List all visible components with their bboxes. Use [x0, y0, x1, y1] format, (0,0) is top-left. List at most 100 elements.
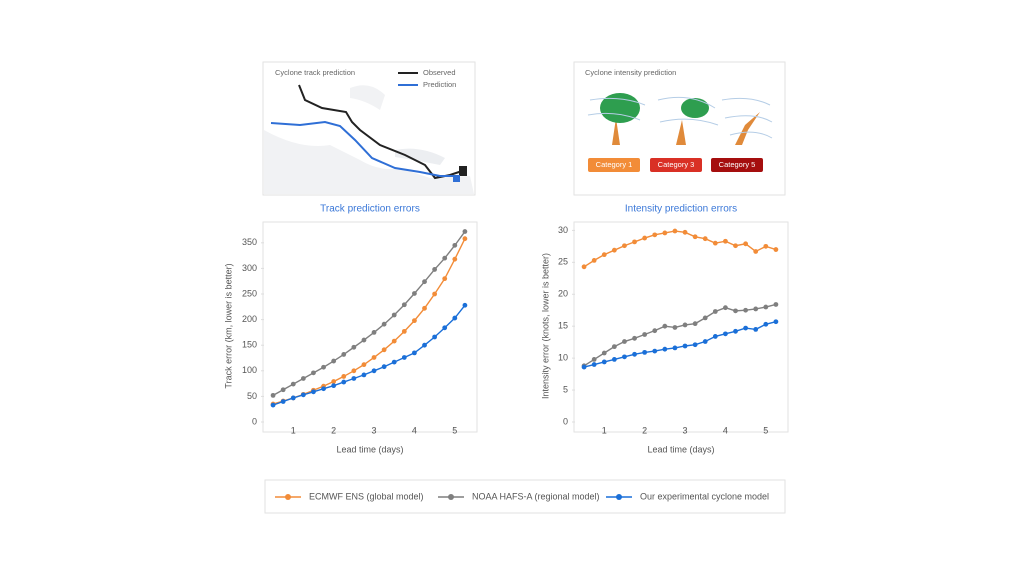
point: [682, 229, 688, 235]
point: [331, 383, 337, 389]
x-tick-label: 4: [723, 425, 728, 435]
point: [611, 357, 617, 362]
point: [381, 364, 387, 370]
category-badge: [711, 158, 763, 172]
point: [361, 372, 367, 378]
point: [773, 302, 779, 307]
point: [300, 376, 306, 381]
y-tick-label: 100: [242, 365, 257, 375]
y-axis-label: Intensity error (knots, lower is better): [540, 253, 550, 399]
point: [462, 302, 468, 308]
point: [672, 325, 678, 330]
point: [682, 322, 688, 328]
point: [432, 334, 438, 340]
point: [672, 228, 678, 234]
point: [672, 345, 678, 351]
point: [773, 319, 779, 325]
point: [733, 308, 738, 314]
point: [733, 243, 738, 249]
point: [361, 362, 367, 368]
point: [692, 342, 698, 348]
legend-label: Observed: [423, 68, 456, 77]
point: [622, 339, 627, 344]
point: [412, 291, 417, 296]
panel-title: Cyclone intensity prediction: [585, 68, 676, 77]
point: [401, 355, 407, 360]
legend-swatch: [448, 494, 454, 500]
point: [652, 328, 658, 334]
point: [341, 374, 347, 379]
point: [432, 267, 438, 272]
point: [581, 364, 587, 370]
point: [442, 276, 448, 282]
point: [341, 379, 347, 385]
point: [412, 318, 417, 324]
category-label: Category 1: [596, 160, 633, 169]
point: [753, 326, 759, 332]
point: [692, 234, 698, 240]
point: [290, 381, 296, 387]
point: [632, 335, 637, 341]
x-tick-label: 1: [602, 425, 607, 435]
point: [351, 344, 357, 350]
y-tick-label: 250: [242, 288, 257, 298]
point: [321, 364, 326, 370]
tree-illustrations: [587, 93, 773, 145]
chart-frame: [573, 221, 789, 433]
y-tick-label: 150: [242, 340, 257, 350]
point: [682, 343, 688, 349]
point: [652, 232, 658, 238]
x-axis-label: Lead time (days): [647, 444, 714, 454]
y-tick-label: 200: [242, 314, 257, 324]
point: [601, 359, 607, 365]
chart-title: Track prediction errors: [320, 204, 420, 215]
x-tick-label: 5: [763, 425, 768, 435]
point: [462, 236, 468, 242]
legend-label: ECMWF ENS (global model): [309, 491, 424, 501]
x-tick-label: 2: [331, 425, 336, 435]
point: [723, 331, 728, 337]
point: [321, 386, 326, 392]
y-tick-label: 15: [558, 321, 568, 331]
point: [371, 368, 377, 374]
point: [622, 354, 627, 360]
point: [442, 325, 448, 331]
point: [591, 362, 597, 367]
point: [662, 346, 668, 352]
point: [702, 315, 708, 321]
point: [601, 252, 607, 258]
y-tick-label: 5: [563, 384, 568, 394]
point: [311, 370, 316, 376]
map: [264, 84, 474, 194]
panel-title: Cyclone track prediction: [275, 68, 355, 77]
point: [391, 338, 397, 344]
point: [270, 402, 276, 408]
point: [270, 392, 276, 398]
legend-label: NOAA HAFS-A (regional model): [472, 491, 600, 501]
legend-label: Prediction: [423, 80, 456, 89]
point: [581, 264, 587, 270]
point: [391, 359, 397, 365]
point: [733, 328, 738, 334]
point: [632, 351, 637, 357]
point: [743, 307, 749, 313]
y-axis-label: Track error (km, lower is better): [223, 263, 233, 388]
point: [381, 347, 387, 353]
y-tick-label: 30: [558, 225, 568, 235]
point: [662, 230, 668, 236]
point: [763, 243, 769, 249]
point: [452, 242, 458, 248]
point: [632, 239, 637, 245]
point: [662, 323, 668, 329]
point: [601, 350, 607, 356]
x-tick-label: 3: [683, 425, 688, 435]
category-badge: [588, 158, 640, 172]
point: [331, 379, 337, 384]
point: [422, 342, 427, 348]
point: [401, 302, 407, 308]
point: [702, 236, 708, 242]
y-tick-label: 0: [252, 416, 257, 426]
point: [652, 348, 658, 354]
point: [753, 249, 759, 254]
